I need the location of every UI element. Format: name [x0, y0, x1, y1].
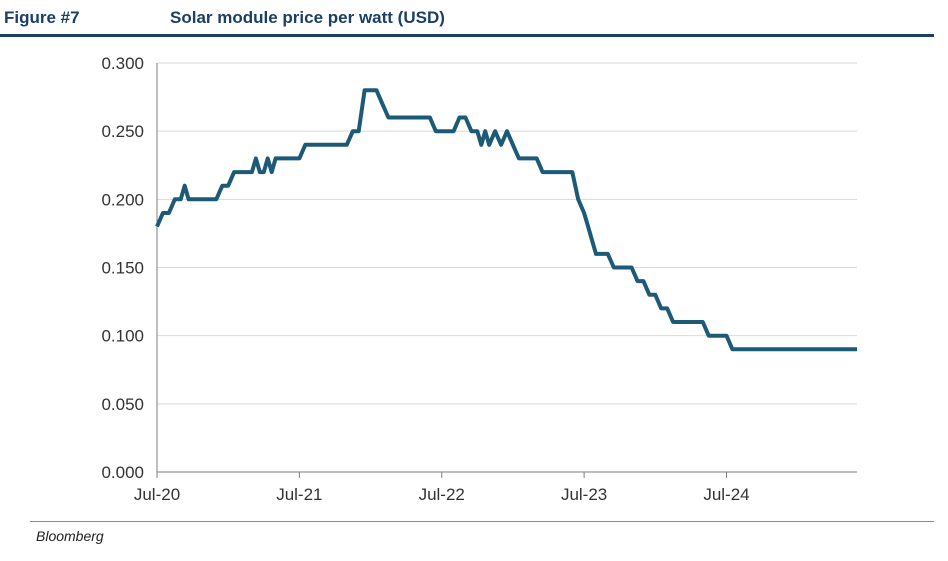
y-axis-ticks: 0.000 0.050 0.100 0.150 0.200 0.250 0.300 — [101, 54, 144, 482]
source-label: Bloomberg — [36, 528, 104, 544]
y-tick-label: 0.200 — [101, 190, 144, 209]
x-tick-label: Jul-22 — [419, 485, 465, 504]
x-tick-label: Jul-21 — [276, 485, 322, 504]
line-chart: 0.000 0.050 0.100 0.150 0.200 0.250 0.300 Jul-… — [101, 54, 857, 504]
footer-rule — [30, 521, 934, 522]
y-tick-label: 0.250 — [101, 122, 144, 141]
figure-label: Figure #7 — [4, 8, 80, 27]
chart-title: Solar module price per watt (USD) — [170, 8, 445, 27]
title-rule — [0, 34, 934, 37]
series-line — [155, 88, 857, 352]
y-tick-label: 0.050 — [101, 395, 144, 414]
y-tick-label: 0.150 — [101, 259, 144, 278]
y-tick-label: 0.000 — [101, 463, 144, 482]
y-tick-label: 0.100 — [101, 327, 144, 346]
x-tick-label: Jul-23 — [561, 485, 607, 504]
x-tick-label: Jul-20 — [134, 485, 180, 504]
x-tick-label: Jul-24 — [703, 485, 749, 504]
y-tick-label: 0.300 — [101, 54, 144, 73]
x-axis-ticks: Jul-20 Jul-21 Jul-22 Jul-23 Jul-24 — [134, 472, 750, 504]
gridlines — [157, 62, 857, 405]
